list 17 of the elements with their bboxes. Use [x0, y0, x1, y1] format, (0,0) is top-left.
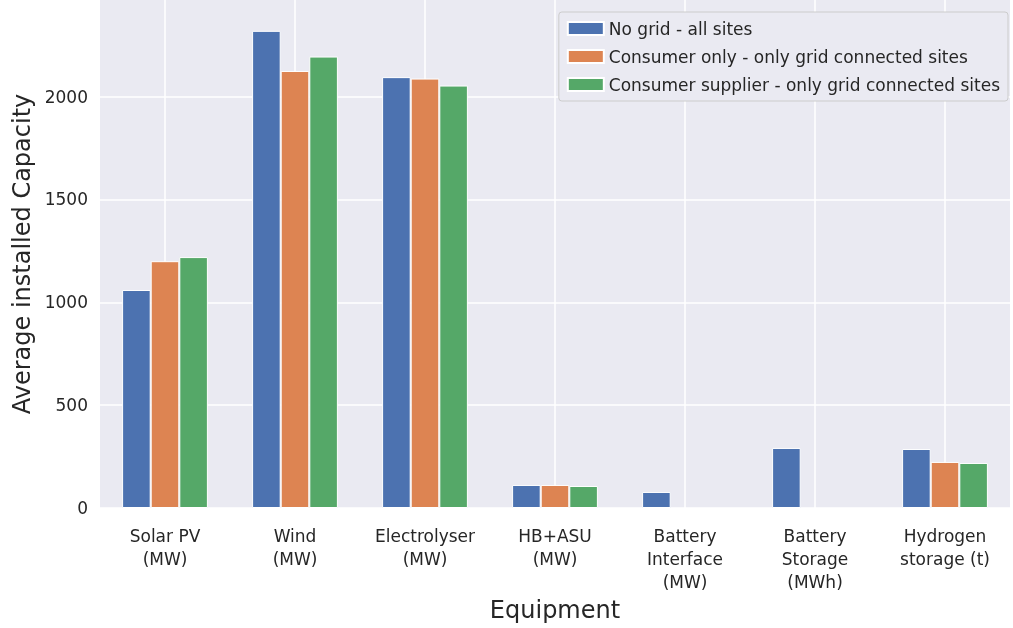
x-tick-label: Hydrogen storage (t): [900, 525, 990, 569]
y-tick-label: 0: [77, 498, 88, 518]
x-tick-label: Electrolyser (MW): [374, 525, 476, 569]
legend-label: Consumer supplier - only grid connected sites: [608, 74, 1001, 95]
y-tick-label: 1500: [44, 189, 88, 210]
y-tick-label: 500: [55, 395, 88, 416]
x-tick-label: Battery Interface (MW): [646, 525, 724, 592]
x-tick-label: Wind (MW): [272, 525, 318, 569]
x-axis-title: Equipment: [489, 596, 621, 624]
y-tick-label: 1000: [44, 292, 88, 313]
x-tick-label: Battery Storage (MWh): [781, 525, 849, 592]
legend-label: No grid - all sites: [608, 18, 753, 39]
x-tick-label: Solar PV (MW): [129, 525, 201, 569]
x-tick-label: HB+ASU (MW): [518, 525, 592, 569]
y-axis-title: Average installed Capacity: [7, 93, 36, 415]
legend-label: Consumer only - only grid connected sites: [608, 46, 968, 67]
y-tick-label: 2000: [44, 86, 88, 107]
